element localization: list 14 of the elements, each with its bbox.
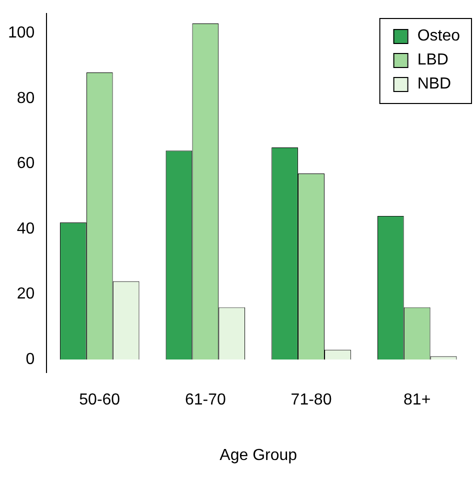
x-tick-label: 81+ [404, 392, 431, 409]
y-tick-label: 60 [16, 155, 35, 172]
legend-label: NBD [417, 75, 452, 92]
legend-label: LBD [417, 51, 448, 68]
x-tick-label: 71-80 [290, 392, 332, 409]
legend-label: Osteo [417, 27, 460, 44]
y-tick-label: 0 [26, 350, 35, 368]
x-tick-label: 61-70 [184, 392, 226, 409]
y-tick-label: 20 [16, 286, 35, 303]
y-tick-label: 40 [16, 220, 35, 238]
x-tick-label: 50-60 [79, 392, 120, 409]
y-tick-label: 80 [16, 90, 35, 107]
y-tick-label: 100 [8, 24, 35, 42]
x-axis-title: Age Group [220, 446, 298, 464]
